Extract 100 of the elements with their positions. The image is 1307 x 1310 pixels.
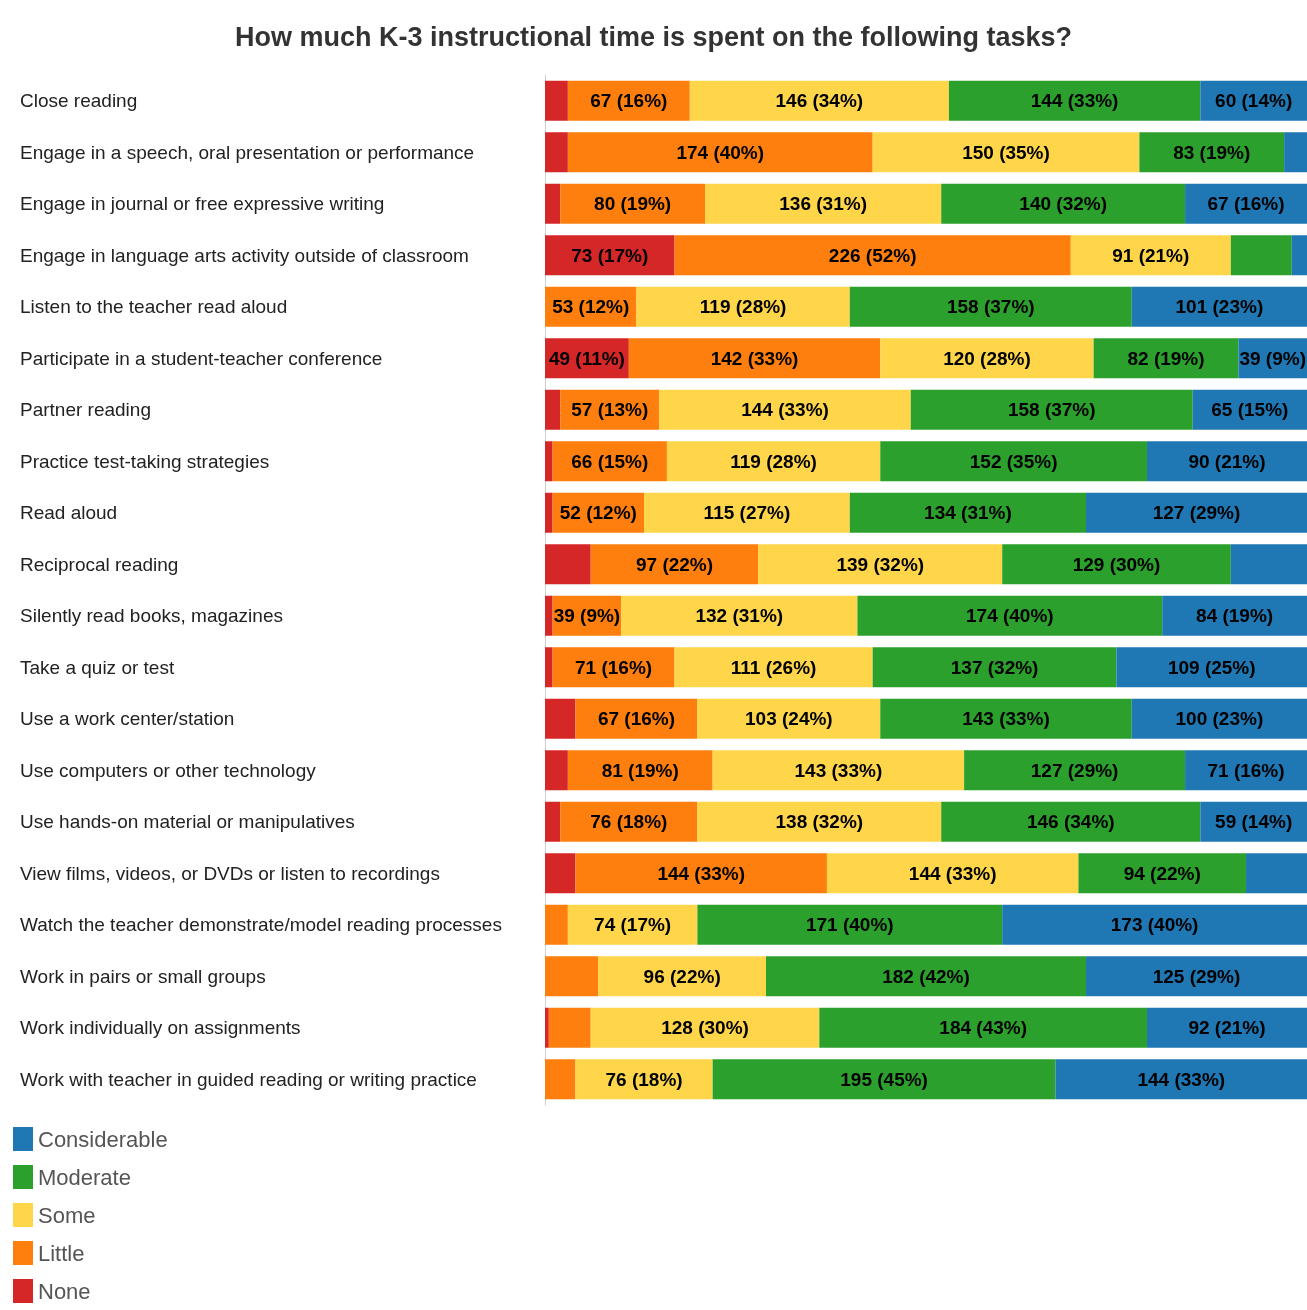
bar [545, 595, 553, 636]
data-label: 125 (29%) [1152, 965, 1241, 987]
bar [765, 956, 1087, 997]
data-label: 146 (34%) [1026, 811, 1115, 833]
data-label: 226 (52%) [828, 244, 917, 266]
data-label: 82 (19%) [1127, 347, 1205, 369]
data-label: 195 (45%) [840, 1068, 928, 1090]
y-tick-label: Work in pairs or small groups [20, 965, 266, 987]
data-label: 84 (19%) [1196, 605, 1274, 627]
bar [1146, 441, 1307, 482]
data-label: 136 (31%) [779, 193, 867, 215]
data-label: 128 (30%) [661, 1017, 749, 1039]
data-label: 74 (17%) [594, 914, 672, 936]
bar [964, 750, 1186, 791]
data-label: 174 (40%) [965, 605, 1054, 627]
bar [910, 389, 1193, 430]
data-label: 53 (12%) [552, 296, 630, 318]
y-tick-label: Listen to the teacher read aloud [20, 296, 288, 318]
y-tick-label: Close reading [20, 90, 138, 112]
bar [1230, 235, 1292, 276]
bar [697, 904, 1003, 945]
data-label: 119 (28%) [730, 450, 817, 472]
data-label: 143 (33%) [962, 708, 1050, 730]
data-label: 143 (33%) [794, 759, 883, 781]
data-label: 49 (11%) [548, 347, 625, 369]
y-tick-label: Use computers or other technology [20, 759, 317, 781]
legend-label: Little [38, 1240, 85, 1266]
data-label: 67 (16%) [590, 90, 668, 112]
data-label: 132 (31%) [695, 605, 784, 627]
bar [545, 698, 576, 739]
data-label: 67 (16%) [1207, 193, 1285, 215]
bar [636, 286, 850, 327]
bar [545, 80, 568, 121]
legend-label: None [38, 1278, 91, 1304]
data-label: 59 (14%) [1215, 811, 1293, 833]
data-label: 139 (32%) [836, 553, 925, 575]
data-label: 80 (19%) [594, 193, 672, 215]
y-tick-label: Silently read books, magazines [20, 605, 283, 627]
data-label: 60 (14%) [1215, 90, 1293, 112]
bar [941, 801, 1201, 842]
y-tick-label: Work with teacher in guided reading or writing practice [20, 1068, 477, 1090]
data-label: 138 (32%) [775, 811, 864, 833]
y-tick-label: Partner reading [20, 399, 151, 421]
bar [826, 853, 1079, 894]
bar [545, 801, 561, 842]
data-label: 144 (33%) [741, 399, 829, 421]
bar [1284, 132, 1307, 173]
y-tick-label: Engage in language arts activity outside of classroom [20, 244, 469, 266]
data-label: 158 (37%) [1007, 399, 1096, 421]
data-label: 101 (23%) [1175, 296, 1264, 318]
data-label: 71 (16%) [1207, 759, 1285, 781]
bar [849, 492, 1087, 533]
data-label: 71 (16%) [575, 656, 653, 678]
bar [545, 183, 561, 224]
bar [1291, 235, 1307, 276]
bar [545, 647, 553, 688]
bar [758, 544, 1003, 585]
bar [880, 698, 1132, 739]
bar [712, 750, 965, 791]
data-label: 57 (13%) [571, 399, 649, 421]
bar [705, 183, 942, 224]
data-label: 81 (19%) [601, 759, 679, 781]
data-label: 90 (21%) [1188, 450, 1266, 472]
y-tick-label: Work individually on assignments [20, 1017, 301, 1039]
bar [545, 1007, 549, 1048]
bar [1116, 647, 1307, 688]
y-tick-label: Engage in a speech, oral presentation or performance [20, 141, 475, 163]
bar [590, 1007, 820, 1048]
bar [545, 956, 599, 997]
data-label: 150 (35%) [962, 141, 1050, 163]
data-label: 134 (31%) [924, 502, 1012, 524]
data-label: 144 (33%) [1137, 1068, 1226, 1090]
data-label: 152 (35%) [969, 450, 1058, 472]
data-label: 144 (33%) [1030, 90, 1119, 112]
chart-title: How much K-3 instructional time is spent on the following tasks? [234, 21, 1073, 52]
data-label: 144 (33%) [908, 862, 997, 884]
bar [666, 441, 881, 482]
data-label: 39 (9%) [553, 605, 621, 627]
bar [849, 286, 1132, 327]
bar [545, 904, 568, 945]
bar [545, 1059, 576, 1100]
bar [545, 492, 553, 533]
bar [948, 80, 1201, 121]
bar [674, 647, 873, 688]
data-label: 127 (29%) [1030, 759, 1119, 781]
bar [819, 1007, 1147, 1048]
data-label: 144 (33%) [657, 862, 746, 884]
bar [880, 338, 1094, 379]
bar [545, 544, 591, 585]
bar [1246, 853, 1307, 894]
data-label: 92 (21%) [1188, 1017, 1266, 1039]
y-tick-label: Engage in journal or free expressive writing [20, 193, 385, 215]
bar [545, 853, 576, 894]
bar [567, 132, 873, 173]
data-label: 142 (33%) [710, 347, 799, 369]
data-label: 129 (30%) [1072, 553, 1161, 575]
bar [644, 492, 850, 533]
data-label: 103 (24%) [745, 708, 833, 730]
data-label: 67 (16%) [597, 708, 675, 730]
bar [697, 698, 881, 739]
